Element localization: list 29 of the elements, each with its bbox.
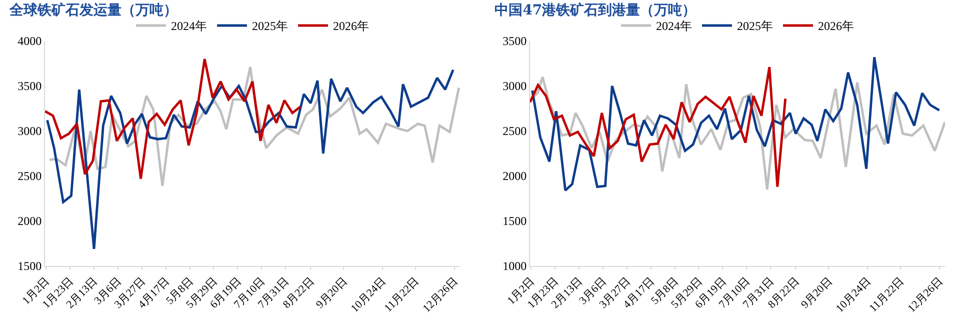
x-tick-label: 12月26日 [420, 275, 460, 315]
line-series [48, 66, 460, 188]
chart-title: 全球铁矿石发运量（万吨） [8, 2, 178, 19]
line-series [45, 58, 302, 180]
y-tick-label: 3000 [502, 79, 527, 94]
y-tick-label: 4000 [18, 34, 42, 48]
line-series [46, 68, 454, 250]
y-tick-label: 3500 [502, 34, 527, 48]
y-tick-label: 3000 [18, 124, 42, 138]
x-tick-label: 9月20日 [799, 275, 835, 311]
legend-label: 2025年 [252, 19, 288, 34]
y-tick-label: 2000 [18, 214, 42, 228]
y-tick-label: 1500 [502, 214, 527, 228]
chart-title: 中国47港铁矿石到港量（万吨） [494, 2, 696, 19]
legend-label: 2026年 [333, 19, 369, 34]
y-tick-label: 1000 [502, 259, 527, 274]
y-tick-label: 1500 [18, 259, 42, 274]
y-tick-label: 2000 [502, 169, 527, 184]
legend-label: 2026年 [818, 19, 854, 34]
legend-label: 2024年 [171, 19, 207, 34]
y-tick-label: 2500 [502, 124, 527, 138]
x-tick-label: 9月20日 [314, 275, 350, 311]
x-tick-label: 12月26日 [906, 275, 946, 315]
y-tick-label: 2500 [18, 169, 42, 184]
y-tick-label: 3500 [18, 79, 42, 94]
legend-label: 2025年 [737, 19, 773, 34]
legend-label: 2024年 [656, 19, 692, 34]
line-series [531, 56, 940, 192]
line-series [530, 66, 787, 188]
